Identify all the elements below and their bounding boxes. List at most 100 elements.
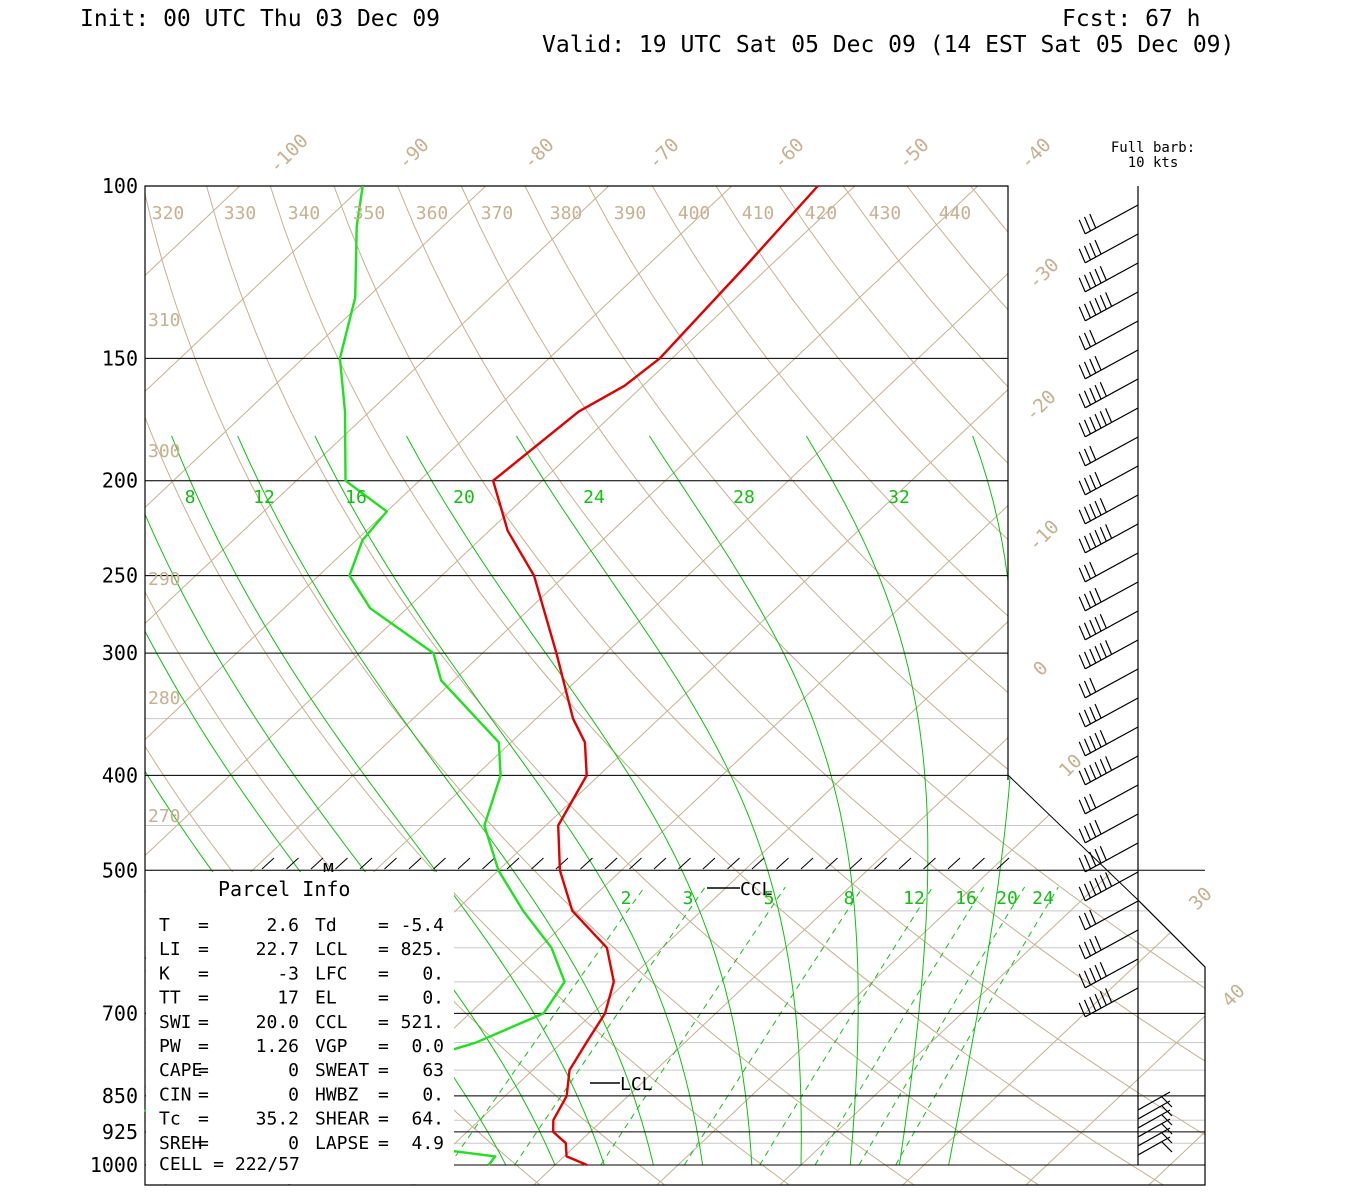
theta-label: 400: [678, 203, 711, 224]
parcel-value: 63: [422, 1060, 444, 1081]
parcel-eq: =: [378, 915, 389, 936]
wind-barb: [1078, 871, 1139, 902]
parcel-key: Td: [315, 915, 337, 936]
theta-label: 310: [148, 310, 181, 331]
pressure-label: 400: [102, 763, 138, 787]
wind-barb: [1078, 233, 1139, 264]
hatch-mark: [310, 857, 324, 870]
mixing-ratio-line: [514, 886, 706, 1166]
wind-barb: [1078, 523, 1139, 554]
mixing-ratio-line: [448, 886, 646, 1166]
isotherm-label: 30: [1185, 883, 1217, 915]
parcel-key: LCL: [315, 939, 348, 960]
parcel-value: 0.: [422, 1084, 444, 1105]
wind-barb: [1078, 842, 1139, 873]
theta-label: 350: [353, 203, 386, 224]
wind-barb: [1078, 813, 1139, 844]
parcel-eq: =: [378, 1084, 389, 1105]
hatch-mark: [506, 857, 520, 870]
parcel-eq: =: [378, 1036, 389, 1057]
parcel-key: LFC: [315, 963, 348, 984]
parcel-value: 22.7: [256, 939, 299, 960]
parcel-eq: =: [378, 939, 389, 960]
parcel-key: K: [159, 963, 170, 984]
parcel-eq: =: [198, 988, 209, 1009]
hatch-mark: [482, 857, 495, 870]
wind-barb: [1078, 378, 1139, 409]
isotherm-label: -70: [644, 134, 684, 174]
parcel-value: 4.9: [411, 1133, 444, 1154]
parcel-key: CCL: [315, 1012, 348, 1033]
hatch-mark: [678, 857, 691, 870]
ccl-label: CCL: [740, 879, 773, 900]
isotherm: [145, 186, 657, 1185]
barb-legend-title: Full barb:: [1111, 140, 1195, 156]
wind-barb: [1078, 494, 1139, 525]
parcel-value: 0.: [422, 988, 444, 1009]
wind-barb: [1078, 349, 1139, 380]
moist-adiabat: [515, 435, 802, 1166]
isotherm-label: -10: [1024, 516, 1064, 556]
temperature-line: [491, 185, 819, 1167]
parcel-eq: =: [198, 1084, 209, 1105]
parcel-value: 521.: [401, 1012, 444, 1033]
hatch-mark: [531, 857, 544, 870]
parcel-eq: =: [198, 963, 209, 984]
theta-label: 390: [614, 203, 647, 224]
wind-barb: [1078, 320, 1139, 351]
mixing-ratio-label: 8: [844, 888, 855, 909]
mixing-ratio-label: 3: [683, 888, 694, 909]
hatch-mark: [800, 857, 814, 870]
isotherm-label: -50: [894, 134, 934, 174]
mixing-ratio-label: 24: [583, 487, 605, 508]
parcel-value: -3: [277, 963, 299, 984]
wind-barb: [1078, 668, 1139, 699]
pressure-label: 300: [102, 641, 138, 665]
wind-barb: [1078, 697, 1139, 728]
isotherm-label: -40: [1016, 134, 1056, 174]
isotherm-label: -20: [1021, 386, 1061, 426]
parcel-eq: =: [198, 915, 209, 936]
hatch-mark: [972, 857, 985, 870]
isotherm: [145, 186, 165, 1185]
wind-barb: [1137, 1091, 1173, 1111]
isotherm-label: -30: [1024, 254, 1064, 294]
parcel-key: LAPSE: [315, 1133, 369, 1154]
wind-barb: [1078, 436, 1139, 467]
parcel-key: Tc: [159, 1109, 181, 1130]
pressure-label: 700: [102, 1001, 138, 1025]
parcel-value: 35.2: [256, 1109, 299, 1130]
parcel-eq: =: [198, 1036, 209, 1057]
isotherm-label: 40: [1218, 980, 1250, 1012]
wind-barb: [1078, 407, 1139, 438]
isotherm: [145, 186, 1026, 1185]
parcel-value: 20.0: [256, 1012, 299, 1033]
theta-label: 320: [152, 203, 185, 224]
hatch-mark: [727, 857, 740, 870]
hatch-mark: [286, 857, 299, 870]
theta-label: 380: [550, 203, 583, 224]
hatch-mark: [335, 857, 348, 870]
mixing-ratio-line: [683, 886, 864, 1166]
isotherm: [0, 141, 41, 1186]
isotherm-label: 0: [1029, 657, 1053, 681]
mixing-ratio-label: 16: [345, 487, 367, 508]
isotherm: [655, 186, 1205, 1185]
theta-label: 270: [148, 806, 181, 827]
theta-label: 410: [742, 203, 775, 224]
mixing-ratio-line: [895, 886, 1059, 1166]
isotherm: [409, 186, 1205, 1185]
pressure-label: 500: [102, 858, 138, 882]
hatch-mark: [751, 857, 765, 870]
wind-barb: [1078, 552, 1139, 583]
mixing-ratio-label: 20: [453, 487, 475, 508]
parcel-value: 0: [288, 1084, 299, 1105]
parcel-key: VGP: [315, 1036, 348, 1057]
parcel-key: SREH: [159, 1133, 202, 1154]
isotherm: [901, 186, 1205, 1185]
hatch-mark: [874, 857, 887, 870]
parcel-key: SWI: [159, 1012, 192, 1033]
parcel-value: 1.26: [256, 1036, 299, 1057]
wind-barb: [1078, 465, 1139, 496]
mixing-ratio-label: 32: [888, 487, 910, 508]
